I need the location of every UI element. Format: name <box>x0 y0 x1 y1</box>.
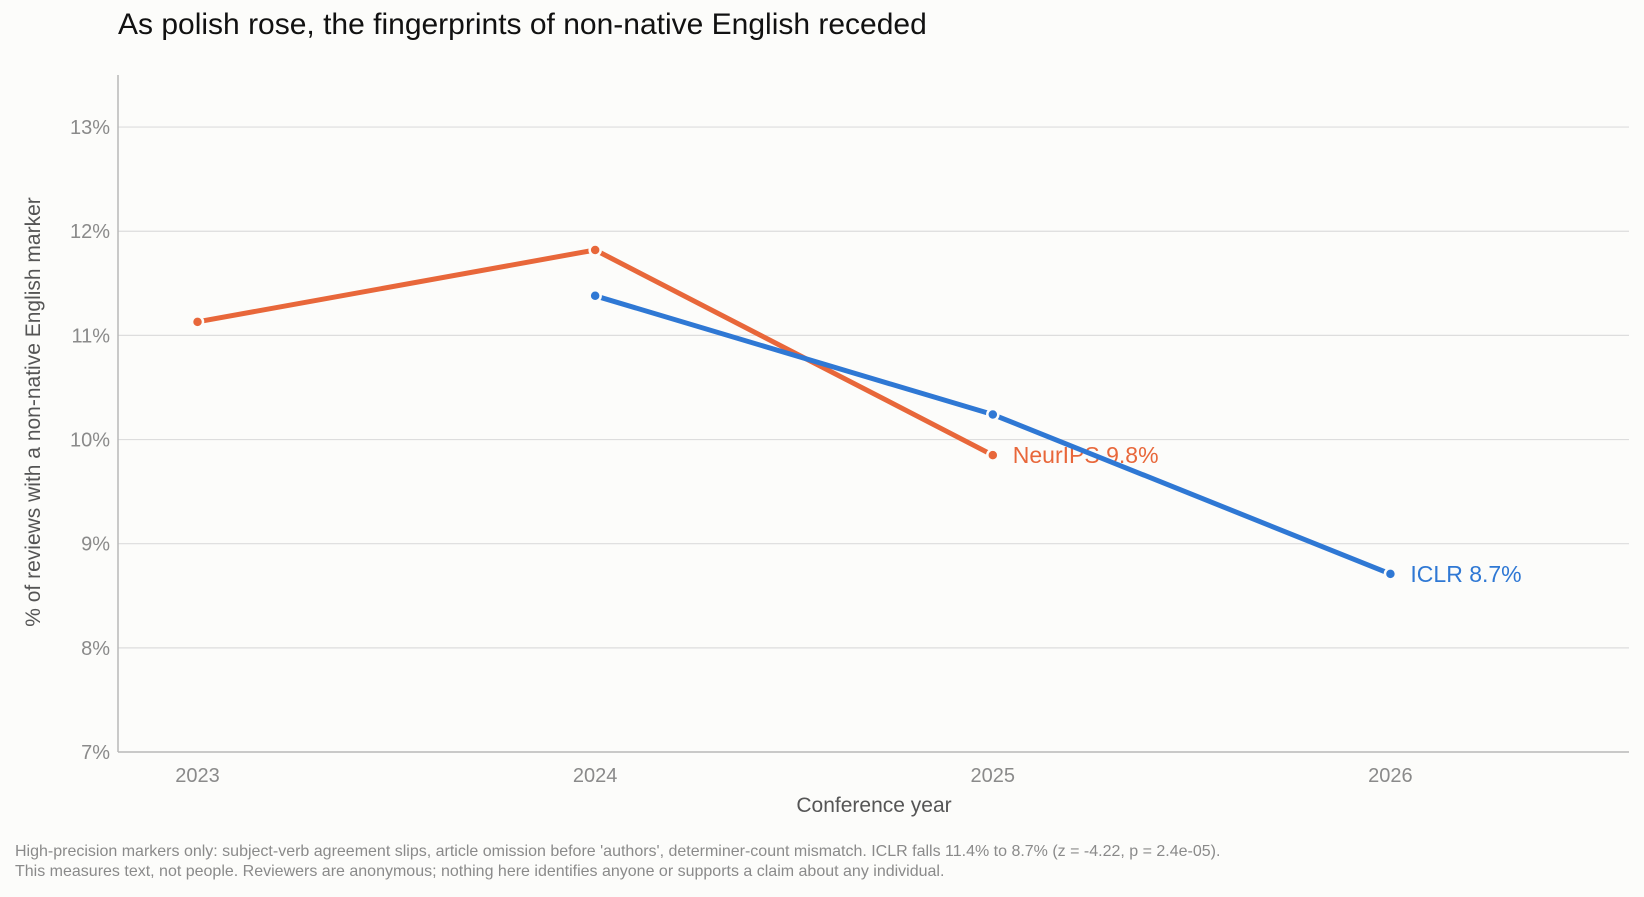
y-tick-label: 8% <box>81 638 110 660</box>
y-tick-label: 13% <box>70 117 110 139</box>
gridlines <box>118 126 1629 649</box>
series-group: NeurIPS 9.8% ICLR 8.7% <box>190 243 1522 587</box>
x-axis-label: Conference year <box>796 794 951 817</box>
end-label: NeurIPS 9.8% <box>1013 442 1159 468</box>
y-tick-label: 10% <box>70 430 110 452</box>
y-axis-label: % of reviews with a non-native English m… <box>22 197 45 627</box>
x-tick-label: 2023 <box>175 765 220 787</box>
data-point <box>190 315 205 329</box>
series-line <box>195 247 996 458</box>
line-chart: 7% 8% 9% 10% 11% 12% 13% 2023 2024 2025 2026 % of… <box>22 75 1629 817</box>
end-label: ICLR 8.7% <box>1410 561 1521 587</box>
data-point <box>986 448 1000 462</box>
series-neurips: NeurIPS 9.8% <box>190 243 1159 468</box>
y-tick-label: 7% <box>81 742 110 764</box>
series-iclr: ICLR 8.7% <box>588 289 1522 587</box>
axes <box>117 75 1629 753</box>
x-tick-label: 2024 <box>573 765 618 787</box>
x-tick-labels: 2023 2024 2025 2026 <box>175 765 1412 787</box>
x-tick-label: 2025 <box>971 765 1016 787</box>
data-point <box>1383 567 1398 581</box>
y-tick-label: 9% <box>81 534 110 556</box>
data-point <box>588 289 602 303</box>
series-line <box>592 293 1393 577</box>
chart-title: As polish rose, the fingerprints of non-… <box>118 8 927 41</box>
x-tick-label: 2026 <box>1368 765 1413 787</box>
y-tick-label: 12% <box>70 221 110 243</box>
data-point <box>986 407 1000 422</box>
y-tick-label: 11% <box>71 325 110 347</box>
footnote-line-2: This measures text, not people. Reviewer… <box>15 863 945 880</box>
y-tick-labels: 7% 8% 9% 10% 11% 12% 13% <box>70 117 110 764</box>
data-point <box>588 243 602 257</box>
footnote-line-1: High-precision markers only: subject-ver… <box>15 843 1221 860</box>
footnote: High-precision markers only: subject-ver… <box>15 842 1220 882</box>
